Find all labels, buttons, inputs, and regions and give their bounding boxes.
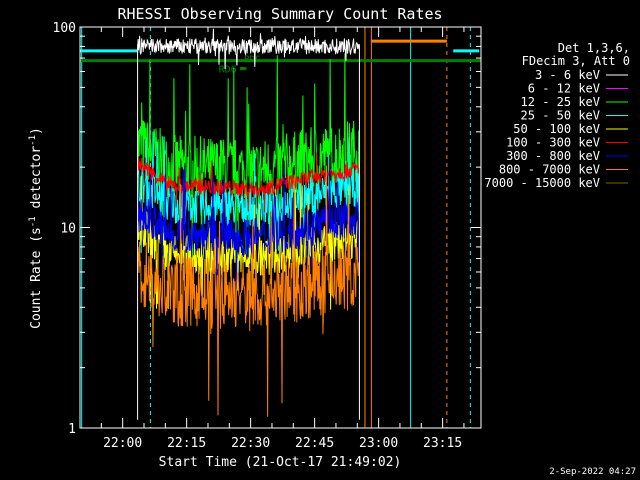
- legend-header-line2: FDecim 3, Att 0: [522, 54, 630, 68]
- plot-area: RD6 RDC: [80, 27, 481, 428]
- y-tick-label-2: 100: [53, 21, 76, 36]
- legend-header-line1: Det 1,3,6,: [558, 41, 630, 55]
- x-tick-label-5: 23:15: [423, 436, 462, 451]
- x-tick-label-2: 22:30: [231, 436, 270, 451]
- legend-label-8: 7000 - 15000 keV: [484, 176, 600, 190]
- x-tick-label-4: 23:00: [359, 436, 398, 451]
- y-tick-label-1: 10: [60, 222, 76, 237]
- legend-label-1: 6 - 12 keV: [528, 82, 600, 96]
- y-axis-label-sup1: -1: [28, 216, 38, 227]
- x-axis: 22:00 22:15 22:30 22:45 23:00 23:15: [79, 27, 465, 451]
- y-axis-label: Count Rate (s-1 detector-1): [28, 127, 44, 329]
- legend-label-5: 100 - 300 keV: [506, 136, 600, 150]
- y-axis-label-end: ): [29, 127, 44, 135]
- legend-label-6: 300 - 800 keV: [506, 149, 600, 163]
- y-axis-label-sup2: -1: [28, 135, 38, 146]
- legend-label-4: 50 - 100 keV: [513, 122, 600, 136]
- legend-label-2: 12 - 25 keV: [521, 95, 600, 109]
- legend-label-3: 25 - 50 keV: [521, 109, 600, 123]
- series-800-7000-kev: [137, 165, 360, 417]
- legend-label-0: 3 - 6 keV: [535, 68, 600, 82]
- y-axis-label-main: Count Rate (s: [29, 227, 44, 329]
- legend-label-7: 800 - 7000 keV: [499, 163, 600, 177]
- footer-date: 2-Sep-2022 04:27: [549, 467, 636, 477]
- x-axis-label: Start Time (21-Oct-17 21:49:02): [159, 455, 402, 470]
- series-100-300-kev: [137, 152, 360, 213]
- series-300-800-kev: [137, 154, 360, 306]
- y-tick-label-0: 1: [68, 422, 76, 437]
- flag-label-rdc: RDC: [244, 55, 260, 65]
- x-tick-label-3: 22:45: [295, 436, 334, 451]
- series-50-100-kev: [137, 175, 360, 310]
- flag-label-rd6: RD6: [219, 65, 237, 76]
- x-tick-label-0: 22:00: [103, 436, 142, 451]
- y-axis: 1 10 100: [53, 21, 481, 437]
- x-tick-label-1: 22:15: [167, 436, 206, 451]
- series-12-25-kev: [137, 53, 360, 280]
- series-3-6-kev: [137, 28, 360, 70]
- y-axis-label-mid: detector: [29, 146, 44, 217]
- chart-title: RHESSI Observing Summary Count Rates: [117, 5, 442, 23]
